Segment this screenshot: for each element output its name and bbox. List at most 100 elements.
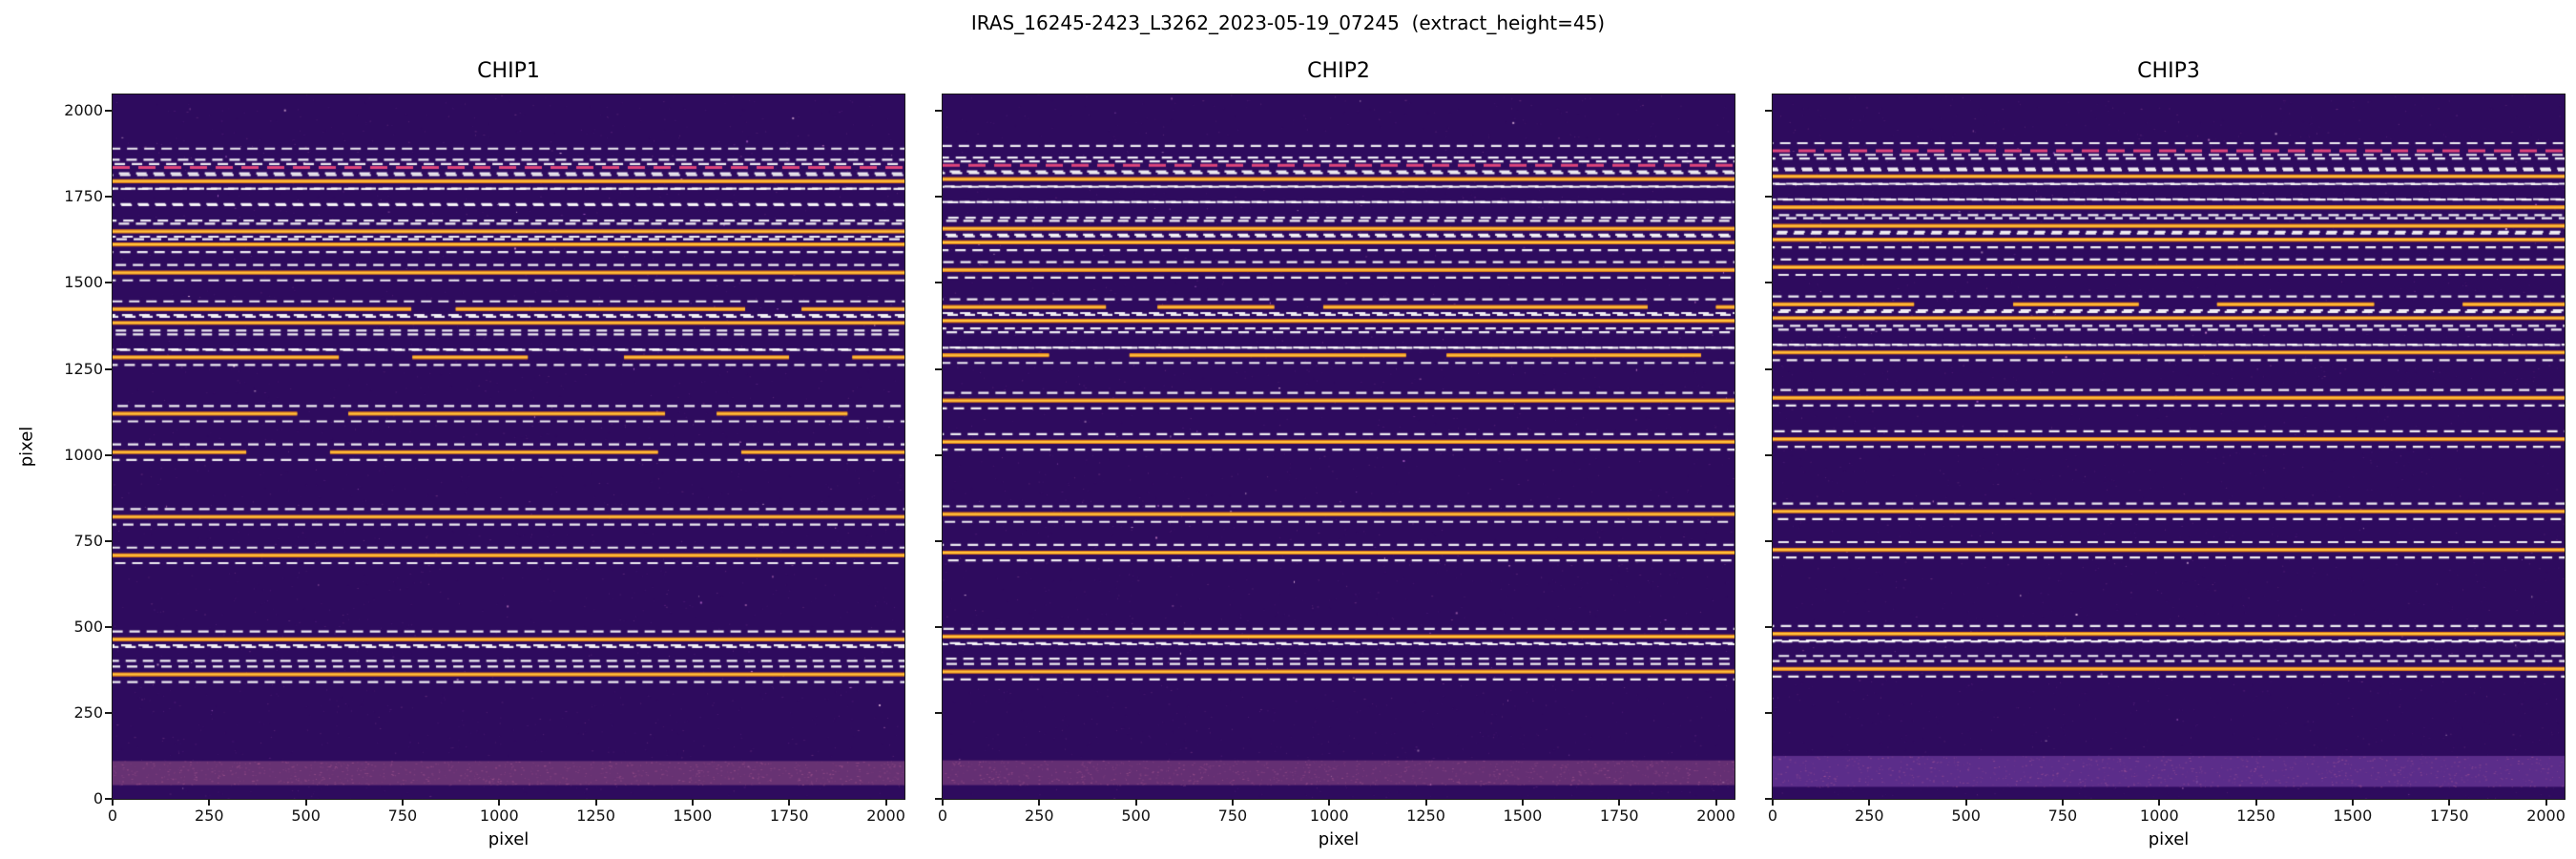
x-tick-label: 2000 [2526,807,2566,825]
x-tick-label: 0 [937,807,948,825]
x-tick-mark [2158,799,2161,806]
x-tick-mark [788,799,791,806]
y-tick-mark [105,110,112,113]
x-tick-mark [1231,799,1234,806]
x-tick-mark [2448,799,2451,806]
y-tick-mark [105,711,112,714]
x-axis-label: pixel [488,829,530,849]
x-tick-mark [1964,799,1967,806]
x-tick-mark [1714,799,1717,806]
x-tick-mark [1521,799,1524,806]
x-tick-label: 2000 [1696,807,1735,825]
y-tick-mark [1765,798,1772,800]
y-tick-mark [105,539,112,542]
y-tick-mark [1765,625,1772,628]
x-tick-label: 250 [1025,807,1054,825]
y-tick-label: 500 [73,617,103,636]
x-tick-label: 1250 [2236,807,2275,825]
panel-chip2: CHIP2 pixel 0 250 500 750 1000 1250 1500 1750 20… [935,0,1735,859]
y-tick-mark [935,539,942,542]
x-tick-label: 1500 [673,807,713,825]
x-tick-mark [401,799,404,806]
x-tick-label: 250 [195,807,224,825]
x-tick-label: 750 [2047,807,2078,825]
y-tick-mark [935,711,942,714]
x-tick-label: 1250 [576,807,615,825]
x-tick-mark [1328,799,1331,806]
x-tick-mark [1038,799,1041,806]
x-tick-mark [2545,799,2547,806]
y-tick-mark [1765,282,1772,284]
x-tick-label: 1750 [2429,807,2469,825]
x-tick-mark [2351,799,2354,806]
x-tick-label: 1250 [1406,807,1445,825]
x-tick-mark [2061,799,2064,806]
y-tick-mark [105,798,112,800]
x-tick-label: 500 [1121,807,1151,825]
figure-title: IRAS_16245-2423_L3262_2023-05-19_07245 (… [970,11,1606,34]
x-tick-label: 1000 [479,807,519,825]
y-tick-label: 2000 [64,101,103,120]
y-axis-label: pixel [16,426,37,468]
x-tick-label: 500 [1951,807,1981,825]
x-tick-mark [691,799,694,806]
y-tick-label: 250 [73,702,103,722]
y-tick-mark [935,110,942,113]
x-tick-mark [594,799,597,806]
y-tick-mark [105,196,112,199]
y-tick-mark [1765,196,1772,199]
x-axis-label: pixel [1318,829,1360,849]
y-tick-mark [935,282,942,284]
panel-chip1: CHIP1 pixel 0 250 500 750 1000 1250 1500 1750 20… [64,0,905,859]
y-tick-mark [105,367,112,370]
panel-title: CHIP1 [477,59,540,83]
x-tick-mark [112,799,114,806]
x-tick-mark [304,799,307,806]
x-tick-label: 250 [1855,807,1884,825]
chip3-detector-image [1772,94,2566,800]
y-tick-mark [105,453,112,456]
x-tick-label: 1500 [1503,807,1543,825]
y-tick-label: 1250 [64,359,103,378]
y-tick-mark [935,453,942,456]
y-tick-mark [1765,539,1772,542]
y-tick-label: 1500 [64,273,103,292]
y-tick-label: 1000 [64,445,103,464]
x-axis-label: pixel [2148,829,2190,849]
y-tick-label: 1750 [64,187,103,206]
x-tick-label: 2000 [866,807,905,825]
x-tick-mark [884,799,887,806]
y-tick-label: 750 [73,531,103,550]
x-tick-mark [1772,799,1774,806]
x-tick-mark [2254,799,2257,806]
y-tick-mark [1765,110,1772,113]
y-tick-mark [1765,453,1772,456]
x-tick-label: 750 [1217,807,1248,825]
y-tick-label: 0 [93,789,103,807]
x-tick-mark [942,799,944,806]
x-tick-label: 1000 [2139,807,2179,825]
x-tick-label: 1000 [1309,807,1349,825]
y-tick-mark [935,798,942,800]
chip1-detector-image [112,94,905,800]
y-tick-mark [105,282,112,284]
y-tick-mark [935,367,942,370]
x-tick-label: 750 [387,807,418,825]
x-tick-mark [1424,799,1427,806]
x-tick-label: 1750 [1599,807,1639,825]
x-tick-mark [208,799,211,806]
x-tick-label: 0 [107,807,118,825]
y-tick-mark [105,625,112,628]
x-tick-label: 500 [291,807,321,825]
x-tick-mark [1134,799,1137,806]
x-tick-mark [1618,799,1621,806]
panel-title: CHIP2 [1307,59,1370,83]
panel-title: CHIP3 [2137,59,2200,83]
y-tick-mark [935,625,942,628]
x-tick-label: 1750 [769,807,809,825]
chip2-detector-image [942,94,1735,800]
y-tick-mark [1765,367,1772,370]
x-tick-label: 0 [1767,807,1778,825]
y-tick-mark [1765,711,1772,714]
